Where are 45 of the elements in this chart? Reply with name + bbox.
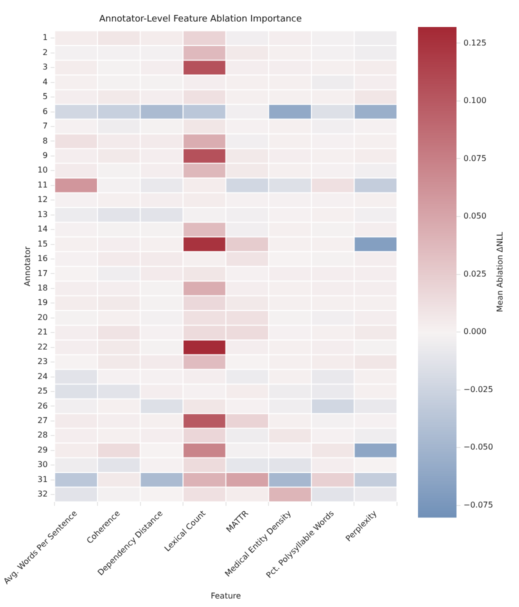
y-tick-label: 15 xyxy=(37,239,48,248)
y-tick-label: 19 xyxy=(37,298,48,308)
y-tick-label: 30 xyxy=(37,460,48,470)
y-tick-label: 9 xyxy=(42,151,48,160)
y-tick-label: 5 xyxy=(42,92,48,102)
color-bar-label: −0.025 xyxy=(464,384,494,394)
y-tick-label: 18 xyxy=(37,284,48,293)
color-bar-title: Mean Ablation ΔNLL xyxy=(496,231,505,312)
y-tick-label: 28 xyxy=(37,430,48,440)
y-tick-label: 14 xyxy=(37,224,48,234)
y-tick-label: 23 xyxy=(37,357,48,366)
y-tick-label: 1 xyxy=(42,33,48,42)
y-tick-label: 31 xyxy=(37,474,48,484)
y-tick-label: 22 xyxy=(37,342,48,352)
color-bar-label: 0.025 xyxy=(464,269,486,278)
color-bar-label: 0.100 xyxy=(464,96,486,106)
y-tick-label: 24 xyxy=(37,372,48,381)
y-tick-label: 27 xyxy=(37,416,48,426)
x-axis-title: Feature xyxy=(210,591,242,600)
y-tick-label: 7 xyxy=(42,122,48,131)
y-tick-label: 17 xyxy=(37,268,48,278)
y-tick-label: 25 xyxy=(37,386,48,396)
y-tick-label: 12 xyxy=(37,195,48,204)
y-tick-label: 8 xyxy=(42,136,48,146)
y-tick-label: 32 xyxy=(37,490,48,499)
y-tick-label: 6 xyxy=(42,106,48,116)
y-axis-title: Annotator xyxy=(22,246,32,286)
y-tick-label: 26 xyxy=(37,401,48,410)
y-tick-label: 13 xyxy=(37,210,48,219)
color-bar-label: 0.000 xyxy=(464,327,486,336)
y-tick-label: 11 xyxy=(37,180,48,190)
y-tick-label: 10 xyxy=(37,166,48,175)
color-bar-label: −0.050 xyxy=(464,442,494,452)
y-tick-label: 20 xyxy=(37,312,48,322)
y-tick-label: 4 xyxy=(42,77,48,86)
y-tick-label: 3 xyxy=(42,62,48,72)
chart-title: Annotator-Level Feature Ablation Importance xyxy=(99,14,302,25)
y-tick-label: 29 xyxy=(37,445,48,454)
color-bar-label: 0.075 xyxy=(464,154,486,163)
y-tick-label: 16 xyxy=(37,254,48,264)
color-bar-label: −0.075 xyxy=(464,500,494,510)
color-bar-label: 0.125 xyxy=(464,38,486,48)
y-tick-label: 2 xyxy=(42,48,48,57)
color-bar-label: 0.050 xyxy=(464,212,486,221)
y-tick-label: 21 xyxy=(37,328,48,337)
